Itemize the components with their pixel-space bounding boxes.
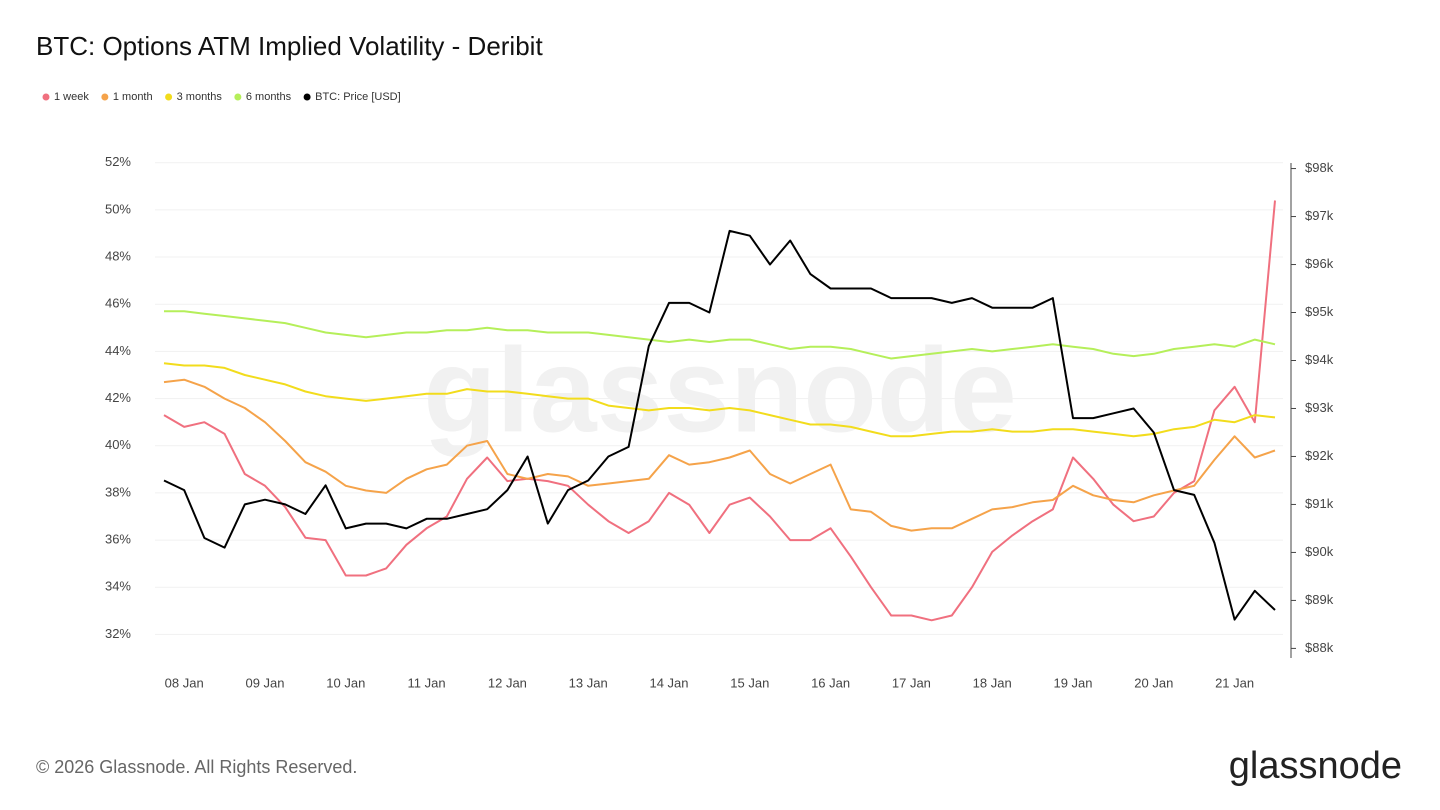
legend-marker [234, 93, 242, 101]
x-tick-label: 15 Jan [730, 675, 769, 690]
x-tick-label: 12 Jan [488, 675, 527, 690]
y2-tick-label: $89k [1305, 592, 1334, 607]
y2-tick-label: $92k [1305, 448, 1334, 463]
watermark: glassnode [423, 324, 1017, 458]
y-tick-label: 42% [105, 390, 131, 405]
series-line [164, 310, 1276, 360]
brand-logo: glassnode [1229, 745, 1402, 787]
x-tick-label: 14 Jan [649, 675, 688, 690]
series-line [163, 378, 1276, 532]
y-tick-label: 40% [105, 437, 131, 452]
y2-tick-label: $97k [1305, 208, 1334, 223]
y-tick-label: 52% [105, 154, 131, 169]
y2-tick-label: $96k [1305, 256, 1334, 271]
y2-tick-label: $91k [1305, 496, 1334, 511]
y2-tick-label: $94k [1305, 352, 1334, 367]
legend-label: 6 months [246, 91, 292, 103]
y2-tick-label: $88k [1305, 640, 1334, 655]
y2-tick-label: $93k [1305, 400, 1334, 415]
legend-label: BTC: Price [USD] [315, 91, 401, 103]
x-tick-label: 11 Jan [408, 675, 446, 690]
legend-marker [101, 93, 109, 101]
footer: © 2026 Glassnode. All Rights Reserved. [36, 757, 357, 777]
y-tick-label: 34% [105, 579, 131, 594]
x-tick-label: 18 Jan [973, 675, 1012, 690]
chart-title: BTC: Options ATM Implied Volatility - De… [36, 31, 543, 61]
series-line [163, 362, 1276, 438]
y-tick-label: 46% [105, 296, 131, 311]
legend-label: 1 week [54, 91, 89, 103]
x-tick-label: 08 Jan [165, 675, 204, 690]
y-tick-label: 38% [105, 484, 131, 499]
x-tick-label: 10 Jan [326, 675, 365, 690]
legend-label: 3 months [177, 91, 223, 103]
x-tick-label: 09 Jan [245, 675, 284, 690]
legend-label: 1 month [113, 91, 153, 103]
y2-tick-label: $90k [1305, 544, 1334, 559]
y2-tick-label: $98k [1305, 160, 1334, 175]
y2-tick-label: $95k [1305, 304, 1334, 319]
y-tick-label: 48% [105, 248, 131, 263]
y-tick-label: 50% [105, 201, 131, 216]
y-tick-label: 32% [105, 626, 131, 641]
x-tick-label: 13 Jan [569, 675, 608, 690]
x-tick-label: 17 Jan [892, 675, 931, 690]
legend-marker [303, 93, 311, 101]
x-tick-label: 21 Jan [1215, 675, 1254, 690]
series-line [163, 229, 1276, 621]
series-line [163, 200, 1276, 622]
x-tick-label: 20 Jan [1134, 675, 1173, 690]
x-tick-label: 16 Jan [811, 675, 850, 690]
x-tick-label: 19 Jan [1053, 675, 1092, 690]
legend-marker [42, 93, 50, 101]
legend-marker [165, 93, 173, 101]
y-tick-label: 36% [105, 532, 131, 547]
y-tick-label: 44% [105, 343, 131, 358]
